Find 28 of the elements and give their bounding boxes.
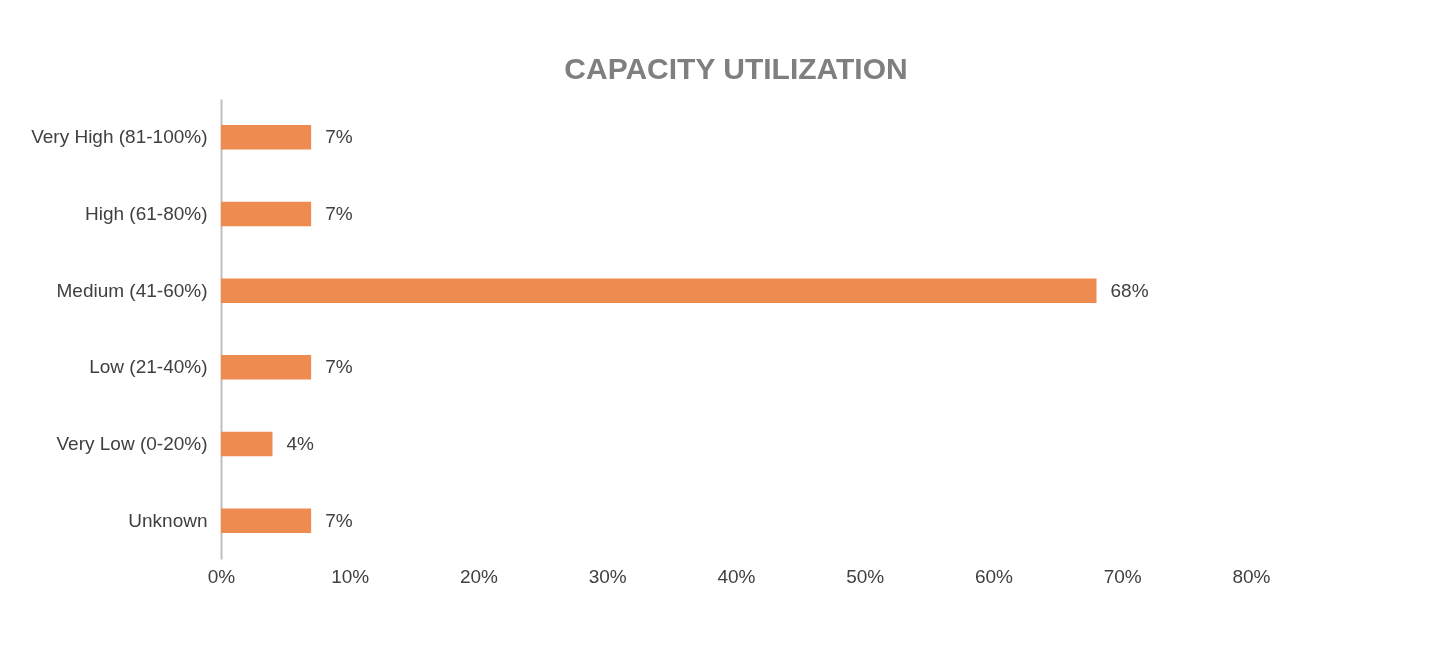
bar — [221, 201, 312, 227]
data-label: 7% — [325, 126, 353, 148]
data-label: 68% — [1110, 279, 1149, 301]
y-tick-label: Low (21-40%) — [89, 356, 208, 378]
data-label: 7% — [325, 203, 353, 224]
bar — [221, 125, 312, 150]
bar — [221, 431, 273, 457]
x-tick-label: 50% — [846, 565, 885, 587]
x-tick-label: 0% — [207, 565, 236, 587]
x-tick-label: 60% — [974, 565, 1014, 587]
bar — [221, 355, 312, 380]
y-tick-label: Very High (81-100%) — [31, 126, 208, 148]
x-tick-label: 20% — [459, 565, 499, 587]
y-tick-label: High (61-80%) — [85, 203, 208, 224]
y-tick-label: Very Low (0-20%) — [56, 433, 208, 454]
x-tick-label: 30% — [588, 565, 627, 587]
x-tick-label: 40% — [717, 565, 756, 587]
bar — [221, 508, 312, 533]
x-tick-label: 70% — [1103, 565, 1142, 587]
chart-title: CAPACITY UTILIZATION — [564, 52, 908, 85]
data-label: 7% — [325, 509, 353, 531]
x-tick-label: 80% — [1232, 565, 1271, 587]
bar — [221, 278, 1097, 303]
data-label: 7% — [325, 356, 353, 378]
data-label: 4% — [286, 433, 315, 454]
y-tick-label: Medium (41-60%) — [56, 279, 208, 301]
y-tick-label: Unknown — [128, 509, 208, 531]
x-tick-label: 10% — [331, 565, 370, 587]
